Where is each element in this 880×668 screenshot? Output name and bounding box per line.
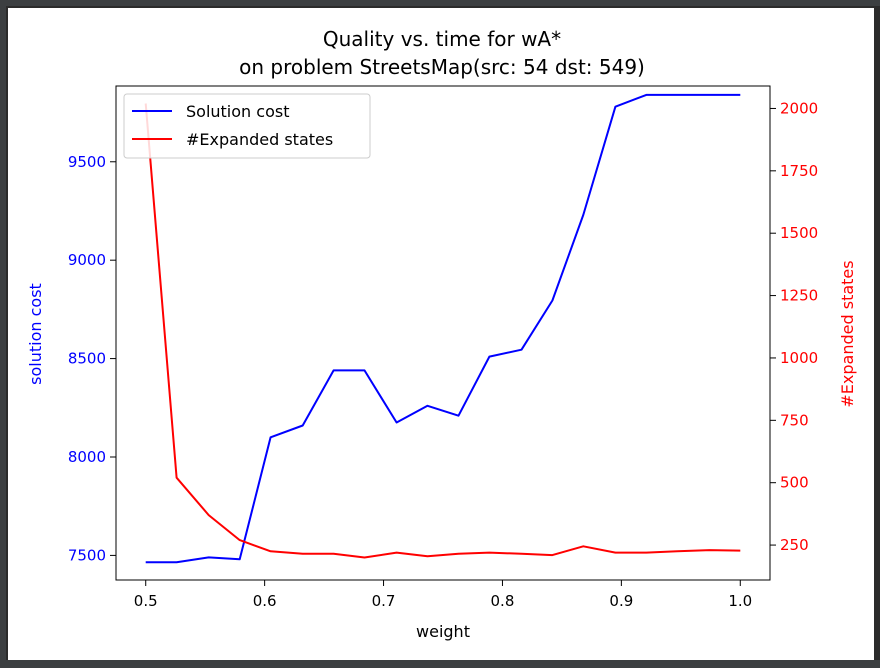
x-tick-label: 0.7 <box>372 592 396 610</box>
legend-label-expanded-states: #Expanded states <box>186 130 333 149</box>
legend: Solution cost #Expanded states <box>123 93 371 159</box>
chart-svg: Quality vs. time for wA* on problem Stre… <box>26 27 857 641</box>
y-axis-left-label: solution cost <box>26 283 45 385</box>
y-left-tick-label: 7500 <box>68 546 106 564</box>
legend-label-solution-cost: Solution cost <box>186 102 289 121</box>
x-tick-label: 1.0 <box>728 592 752 610</box>
y-left-tick-label: 8500 <box>68 350 106 368</box>
x-tick-label: 0.8 <box>491 592 515 610</box>
y-right-tick-label: 1500 <box>780 224 818 242</box>
y-right-tick-label: 750 <box>780 411 809 429</box>
y-right-tick-label: 2000 <box>780 99 818 117</box>
y-right-tick-label: 500 <box>780 474 809 492</box>
chart-title-line-2: on problem StreetsMap(src: 54 dst: 549) <box>239 55 645 79</box>
y-right-tick-label: 1000 <box>780 349 818 367</box>
y-axis-right-ticks: 250 500 750 1000 1250 1500 1750 2000 <box>770 99 818 554</box>
y-left-tick-label: 9500 <box>68 153 106 171</box>
window-border-left <box>0 0 6 668</box>
plot-area-frame <box>115 85 771 581</box>
x-tick-label: 0.5 <box>134 592 158 610</box>
x-axis-ticks: 0.5 0.6 0.7 0.8 0.9 1.0 <box>134 580 752 610</box>
plot-canvas: Quality vs. time for wA* on problem Stre… <box>8 8 874 660</box>
series-line-expanded-states <box>144 103 741 559</box>
series-line-solution-cost <box>145 93 741 564</box>
y-right-tick-label: 250 <box>780 536 809 554</box>
x-axis-label: weight <box>416 622 470 641</box>
window-border-bottom <box>0 660 880 668</box>
y-left-tick-label: 9000 <box>68 251 106 269</box>
legend-box <box>123 93 371 159</box>
y-axis-right-label: #Expanded states <box>838 260 857 407</box>
x-tick-label: 0.9 <box>609 592 633 610</box>
y-left-tick-label: 8000 <box>68 448 106 466</box>
y-right-tick-label: 1250 <box>780 287 818 305</box>
series-layer <box>144 93 741 564</box>
y-right-tick-label: 1750 <box>780 162 818 180</box>
y-axis-left-ticks: 7500 8000 8500 9000 9500 <box>68 153 116 564</box>
x-tick-label: 0.6 <box>253 592 277 610</box>
chart-title-line-1: Quality vs. time for wA* <box>323 27 561 51</box>
window-border-top <box>0 0 880 6</box>
